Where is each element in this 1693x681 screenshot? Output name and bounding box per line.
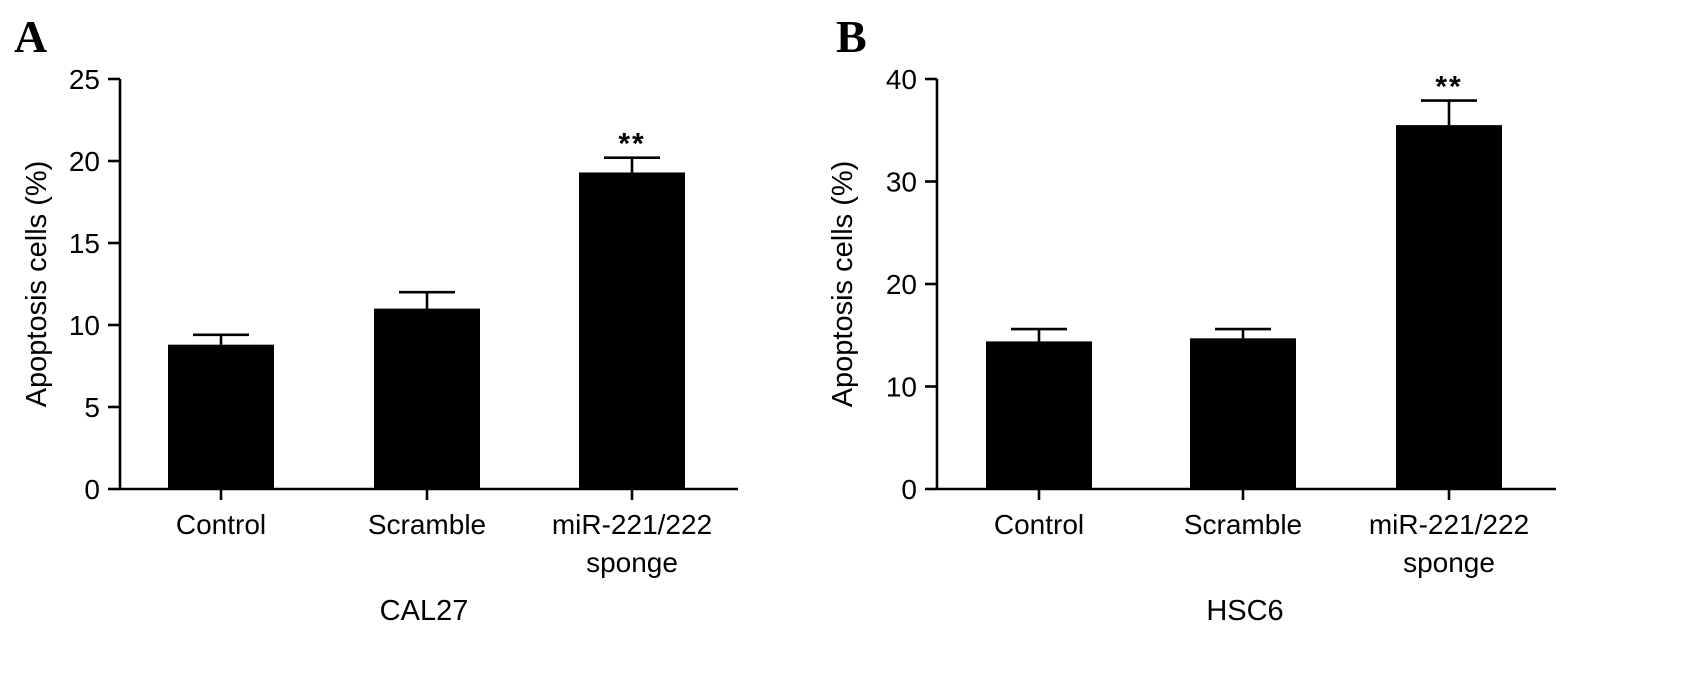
y-tick-label: 20 xyxy=(886,269,917,300)
category-label: sponge xyxy=(586,547,678,578)
category-label: sponge xyxy=(1403,547,1495,578)
x-axis-title: CAL27 xyxy=(380,595,469,627)
y-tick-label: 0 xyxy=(901,474,917,505)
bar xyxy=(168,344,274,489)
category-label: Control xyxy=(994,509,1084,540)
y-tick-label: 25 xyxy=(69,64,100,95)
significance-marker: ** xyxy=(1435,71,1462,104)
y-tick-label: 5 xyxy=(84,392,100,423)
panel-b-chart: B 0 10 20 30 40 Control Scramble miR-221/222 spon… xyxy=(827,11,1556,627)
y-tick-label: 20 xyxy=(69,146,100,177)
panel-letter: A xyxy=(14,11,47,62)
category-label: miR-221/222 xyxy=(552,509,712,540)
bar xyxy=(1396,125,1502,489)
category-label: Scramble xyxy=(368,509,486,540)
panel-letter: B xyxy=(836,11,867,62)
y-tick-label: 30 xyxy=(886,167,917,198)
bar xyxy=(986,341,1092,489)
x-axis-title: HSC6 xyxy=(1206,595,1283,627)
bar xyxy=(579,172,685,490)
significance-marker: ** xyxy=(618,128,645,161)
panel-a-chart: A 0 5 10 15 20 25 Control Scramble miR-221/222 spo… xyxy=(14,11,738,627)
y-axis-title: Apoptosis cells (%) xyxy=(21,161,53,408)
bar xyxy=(374,308,480,489)
y-axis-title: Apoptosis cells (%) xyxy=(827,161,859,408)
y-tick-label: 40 xyxy=(886,64,917,95)
category-label: Control xyxy=(176,509,266,540)
y-tick-label: 15 xyxy=(69,228,100,259)
y-tick-label: 0 xyxy=(84,474,100,505)
category-label: Scramble xyxy=(1184,509,1302,540)
y-tick-label: 10 xyxy=(886,372,917,403)
y-tick-label: 10 xyxy=(69,310,100,341)
category-label: miR-221/222 xyxy=(1369,509,1529,540)
bar xyxy=(1190,338,1296,489)
